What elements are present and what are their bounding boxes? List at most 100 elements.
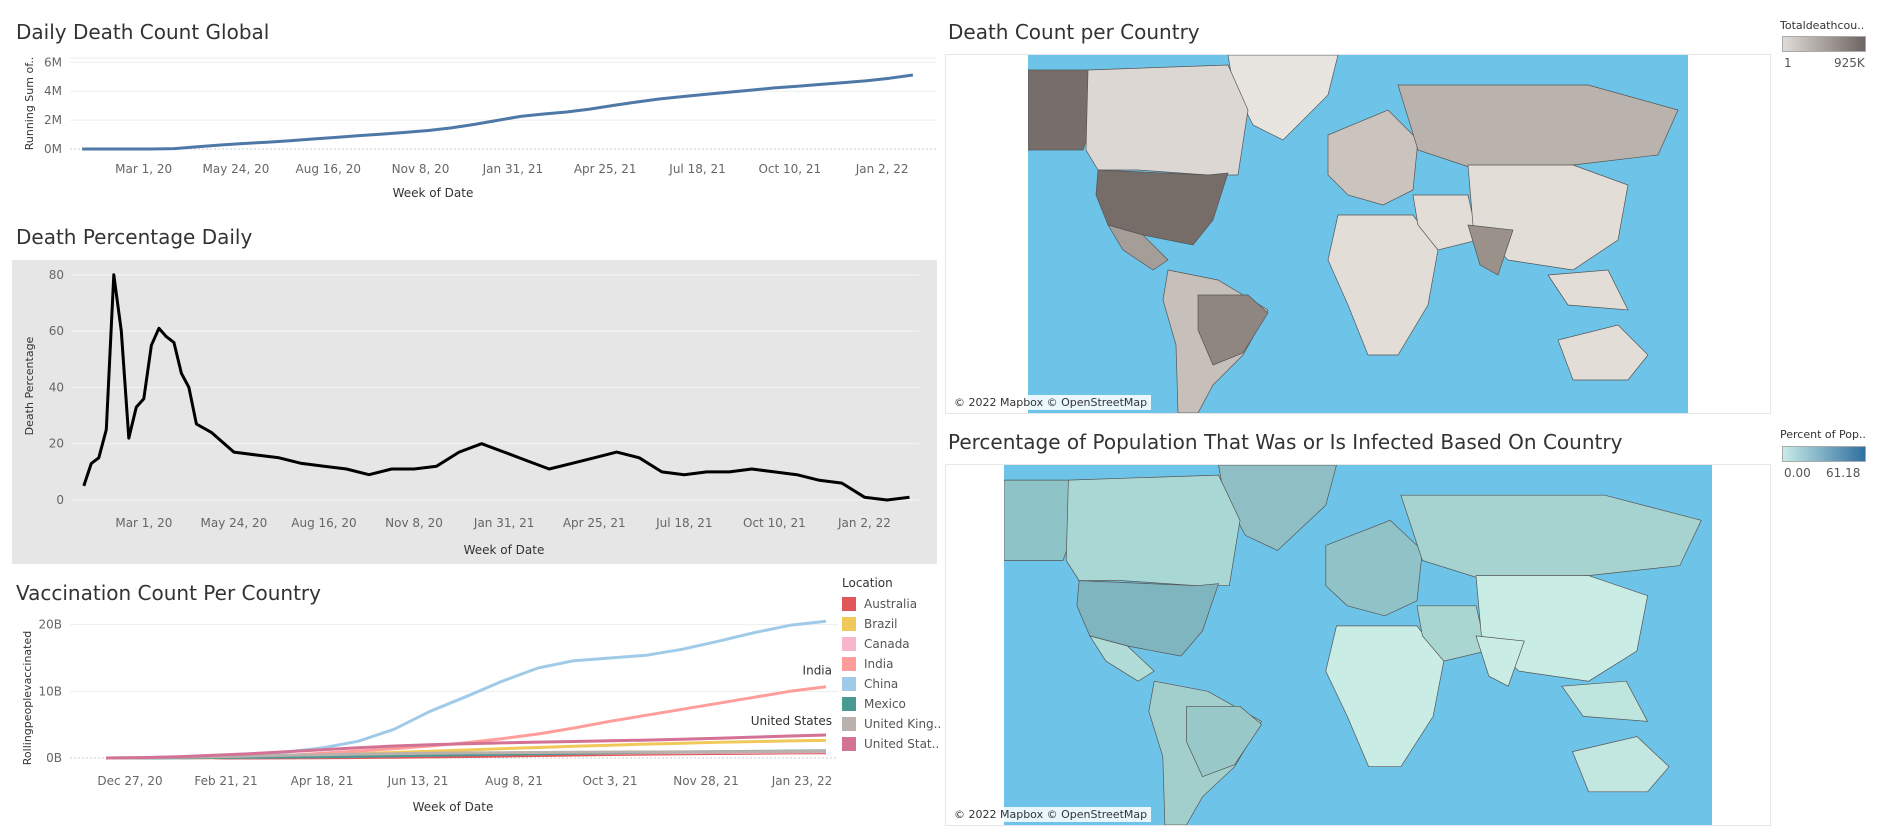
legend-swatch [842,657,856,671]
map-death[interactable]: © 2022 Mapbox © OpenStreetMap [945,54,1771,414]
death-legend-title: Totaldeathcou.. [1780,19,1865,32]
y-tick-label: 0B [46,751,62,765]
x-tick-label: Nov 8, 20 [385,516,443,530]
country-shape-australia [1557,324,1649,381]
location-legend-item[interactable]: United King.. [842,714,941,734]
y-axis-label: Running Sum of.. [23,57,36,151]
location-legend-item[interactable]: United Stat.. [842,734,941,754]
country-shape-india [1467,224,1514,276]
series-line-death-percentage [82,273,910,502]
x-tick-label: Oct 10, 21 [758,162,821,176]
country-shape-usa [1095,169,1229,246]
y-tick-label: 0 [56,493,64,507]
x-tick-label: Nov 28, 21 [673,774,738,788]
legend-label: Mexico [864,697,906,711]
map-infected-title: Percentage of Population That Was or Is … [948,430,1623,454]
plot-area [70,58,936,149]
x-axis-label: Week of Date [393,186,474,200]
country-shape-brazil [1186,705,1262,778]
death-legend-max: 925K [1834,56,1865,70]
map-death-land[interactable] [1028,55,1688,413]
legend-label: Brazil [864,617,898,631]
x-tick-label: Jan 31, 21 [482,162,543,176]
country-shape-india [1475,635,1525,687]
infected-legend-title: Percent of Pop.. [1780,428,1866,441]
location-legend-item[interactable]: India [842,654,941,674]
x-tick-label: Feb 21, 21 [194,774,257,788]
vaccination-title: Vaccination Count Per Country [16,581,321,605]
y-axis-label: Death Percentage [23,336,36,435]
legend-label: United King.. [864,717,942,731]
location-legend-item[interactable]: Australia [842,594,941,614]
country-shape-mexico [1107,224,1169,271]
y-tick-label: 2M [44,113,62,127]
x-tick-label: Nov 8, 20 [392,162,450,176]
death-pct-title: Death Percentage Daily [16,225,253,249]
death-legend-min: 1 [1784,56,1792,70]
country-shape-australia [1572,736,1670,793]
us-line-label: United States [751,714,832,728]
legend-label: Canada [864,637,910,651]
y-axis-label: Rollingpeoplevaccinated [21,631,34,765]
x-tick-label: Dec 27, 20 [97,774,162,788]
daily-death-chart[interactable]: 6M 4M 2M 0M Mar 1, 20 May 24, 20 Aug 16, 20 Nov… [0,50,940,210]
vaccination-chart[interactable]: 20B 10B 0B Dec 27, 20 Feb 21, 21 Apr 18, 21 Ju… [0,610,840,830]
x-tick-label: Jan 23, 22 [771,774,832,788]
country-shape-se-asia [1547,269,1629,311]
location-legend-item[interactable]: Canada [842,634,941,654]
x-tick-label: Oct 3, 21 [582,774,637,788]
legend-swatch [842,717,856,731]
map-death-attribution: © 2022 Mapbox © OpenStreetMap [950,395,1152,410]
map-infected[interactable]: © 2022 Mapbox © OpenStreetMap [945,464,1771,826]
x-tick-label: Mar 1, 20 [115,162,172,176]
x-tick-label: Aug 16, 20 [291,516,356,530]
country-shape-canada [1065,474,1241,587]
legend-swatch [842,737,856,751]
y-tick-label: 10B [38,684,62,698]
x-tick-label: Aug 8, 21 [485,774,543,788]
infected-legend-max: 61.18 [1826,466,1861,480]
x-tick-label: Jul 18, 21 [655,516,712,530]
location-legend-item[interactable]: Brazil [842,614,941,634]
map-infected-attribution: © 2022 Mapbox © OpenStreetMap [950,807,1152,822]
legend-label: China [864,677,899,691]
country-shape-se-asia [1561,680,1649,722]
y-tick-label: 80 [49,268,64,282]
country-shape-europe [1325,519,1423,617]
country-shape-europe [1327,109,1419,206]
country-shape-russia [1397,84,1679,171]
location-legend-title: Location [842,576,893,590]
legend-swatch [842,677,856,691]
x-axis-label: Week of Date [413,800,494,814]
y-tick-label: 20B [38,618,62,632]
series-line-united-king [105,749,827,760]
series-line-running-deaths [82,73,914,151]
y-tick-label: 60 [49,324,64,338]
india-line-label: India [803,664,832,678]
infected-legend-gradient [1782,446,1866,462]
y-tick-label: 20 [49,437,64,451]
map-death-title: Death Count per Country [948,20,1200,44]
x-tick-label: Apr 18, 21 [291,774,354,788]
x-tick-label: Jan 31, 21 [473,516,534,530]
daily-death-title: Daily Death Count Global [16,20,270,44]
x-tick-label: Jan 2, 22 [837,516,891,530]
country-shape-russia [1400,494,1702,581]
location-legend-item[interactable]: China [842,674,941,694]
x-tick-label: Jan 2, 22 [855,162,909,176]
legend-swatch [842,617,856,631]
x-tick-label: Jun 13, 21 [387,774,449,788]
map-infected-land[interactable] [1004,465,1712,825]
y-tick-label: 40 [49,380,64,394]
death-legend-gradient [1782,36,1866,52]
infected-legend-min: 0.00 [1784,466,1811,480]
legend-label: India [864,657,894,671]
location-legend-item[interactable]: Mexico [842,694,941,714]
death-pct-chart[interactable]: 80 60 40 20 0 Mar 1, 20 May 24, 20 Aug 16, 20 No… [12,260,937,564]
y-tick-label: 0M [44,142,62,156]
country-shape-africa [1327,214,1439,356]
legend-label: United Stat.. [864,737,940,751]
series-line-united-stat [105,733,827,760]
country-shape-canada [1085,64,1249,176]
x-tick-label: Apr 25, 21 [574,162,637,176]
